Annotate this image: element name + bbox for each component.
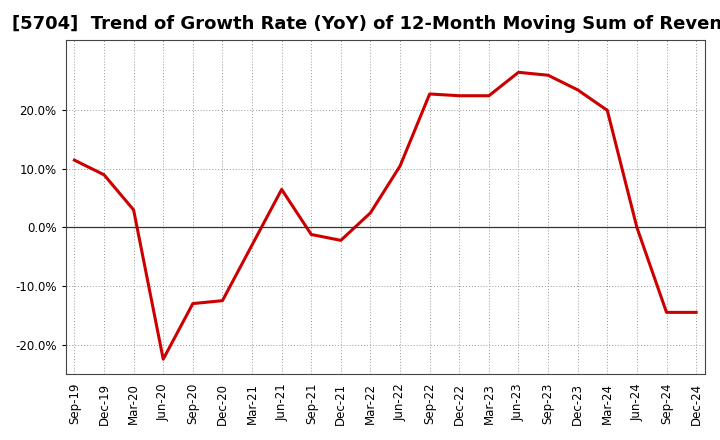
Title: [5704]  Trend of Growth Rate (YoY) of 12-Month Moving Sum of Revenues: [5704] Trend of Growth Rate (YoY) of 12-…: [12, 15, 720, 33]
